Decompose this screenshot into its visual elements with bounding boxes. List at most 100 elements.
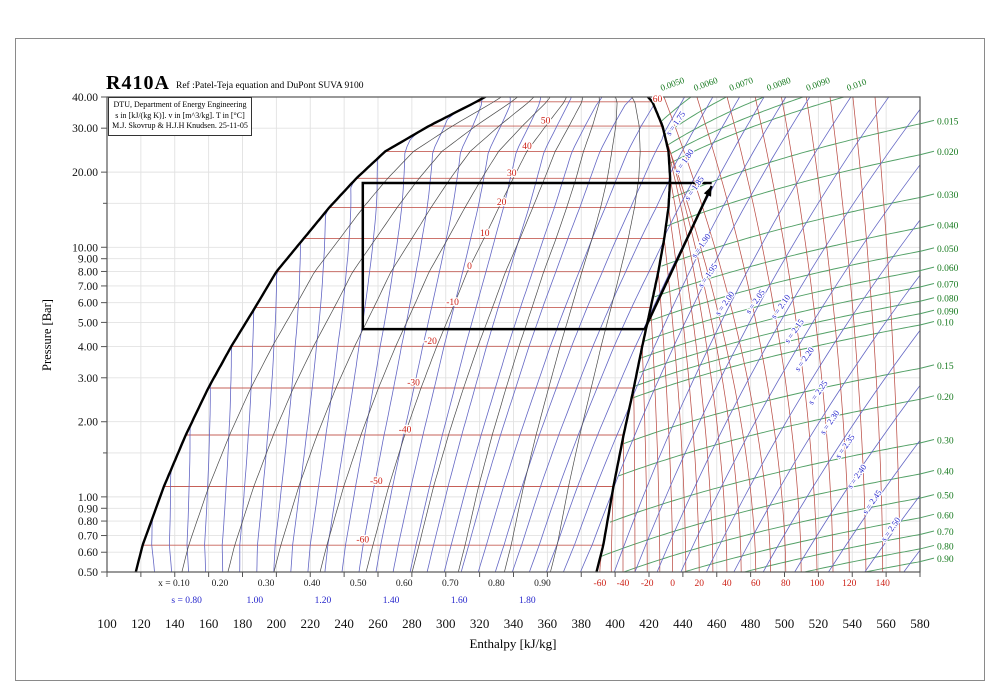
svg-text:0.60: 0.60	[396, 579, 413, 589]
svg-text:120: 120	[842, 579, 857, 589]
svg-text:40.00: 40.00	[72, 92, 98, 104]
svg-text:5.00: 5.00	[78, 317, 98, 329]
svg-text:40: 40	[522, 142, 532, 152]
svg-text:140: 140	[165, 616, 185, 631]
svg-text:1.00: 1.00	[246, 596, 263, 606]
svg-text:0.0060: 0.0060	[692, 75, 719, 93]
outer-border	[15, 38, 985, 681]
svg-text:560: 560	[876, 616, 896, 631]
svg-text:s = 1.95: s = 1.95	[696, 261, 720, 289]
svg-text:400: 400	[605, 616, 625, 631]
svg-text:420: 420	[639, 616, 659, 631]
svg-text:0.20: 0.20	[212, 579, 229, 589]
svg-text:-50: -50	[370, 477, 383, 487]
svg-text:-20: -20	[424, 337, 437, 347]
svg-text:220: 220	[301, 616, 321, 631]
svg-text:0.20: 0.20	[937, 393, 954, 403]
svg-text:0.80: 0.80	[937, 542, 954, 552]
svg-text:30.00: 30.00	[72, 123, 98, 135]
info-line-2: s in [kJ/(kg K)]. v in [m^3/kg]. T in [°…	[115, 110, 245, 120]
svg-text:7.00: 7.00	[78, 281, 98, 293]
svg-text:0.0070: 0.0070	[728, 75, 755, 93]
svg-text:0.050: 0.050	[937, 245, 959, 255]
info-line-1: DTU, Department of Energy Engineering	[113, 100, 247, 109]
svg-text:0.90: 0.90	[78, 503, 98, 515]
svg-text:0.80: 0.80	[78, 516, 98, 528]
svg-text:520: 520	[809, 616, 829, 631]
svg-text:240: 240	[334, 616, 354, 631]
chart-subtitle: Ref :Patel-Teja equation and DuPont SUVA…	[176, 81, 364, 91]
svg-text:s = 2.15: s = 2.15	[782, 317, 806, 345]
svg-text:0.0050: 0.0050	[659, 75, 686, 93]
svg-text:s = 1.85: s = 1.85	[682, 174, 706, 202]
svg-text:s = 2.20: s = 2.20	[792, 345, 816, 373]
svg-text:80: 80	[781, 579, 791, 589]
svg-text:20: 20	[694, 579, 704, 589]
svg-text:1.00: 1.00	[78, 492, 98, 504]
info-box: DTU, Department of Energy Engineering s …	[108, 97, 252, 136]
svg-text:0.040: 0.040	[937, 221, 959, 231]
svg-text:x = 0.10: x = 0.10	[158, 579, 190, 589]
svg-text:s = 2.30: s = 2.30	[818, 408, 842, 436]
svg-text:0.70: 0.70	[937, 528, 954, 538]
svg-text:9.00: 9.00	[78, 254, 98, 266]
svg-text:100: 100	[810, 579, 825, 589]
svg-text:10: 10	[480, 229, 490, 239]
svg-text:s = 0.80: s = 0.80	[171, 596, 202, 606]
svg-text:280: 280	[402, 616, 422, 631]
svg-text:2.00: 2.00	[78, 417, 98, 429]
svg-text:20.00: 20.00	[72, 167, 98, 179]
svg-text:460: 460	[707, 616, 727, 631]
svg-text:160: 160	[199, 616, 219, 631]
svg-text:30: 30	[507, 169, 517, 179]
svg-text:0: 0	[467, 262, 472, 272]
svg-text:0.0080: 0.0080	[765, 75, 792, 93]
y-axis-title: Pressure [Bar]	[40, 299, 54, 371]
svg-text:-30: -30	[407, 379, 420, 389]
svg-text:1.20: 1.20	[315, 596, 332, 606]
svg-text:0.50: 0.50	[937, 492, 954, 502]
svg-text:360: 360	[538, 616, 558, 631]
svg-text:340: 340	[504, 616, 524, 631]
svg-text:480: 480	[741, 616, 761, 631]
svg-text:40: 40	[722, 579, 732, 589]
svg-text:0.50: 0.50	[78, 567, 98, 579]
svg-text:0.60: 0.60	[78, 547, 98, 559]
svg-text:0.40: 0.40	[304, 579, 321, 589]
svg-text:8.00: 8.00	[78, 266, 98, 278]
svg-text:0.30: 0.30	[937, 436, 954, 446]
chart-title: R410A	[106, 72, 170, 94]
svg-text:60: 60	[751, 579, 761, 589]
svg-text:0.70: 0.70	[78, 531, 98, 543]
svg-text:0.90: 0.90	[534, 579, 551, 589]
svg-text:140: 140	[876, 579, 891, 589]
svg-text:0.030: 0.030	[937, 191, 959, 201]
svg-text:0.080: 0.080	[937, 295, 959, 305]
svg-text:0.30: 0.30	[258, 579, 275, 589]
svg-text:-60: -60	[356, 536, 369, 546]
svg-text:-20: -20	[641, 579, 654, 589]
svg-text:0.80: 0.80	[488, 579, 505, 589]
svg-text:6.00: 6.00	[78, 298, 98, 310]
svg-text:-40: -40	[399, 425, 412, 435]
svg-text:320: 320	[470, 616, 490, 631]
svg-text:0.15: 0.15	[937, 362, 954, 372]
svg-text:0.020: 0.020	[937, 148, 959, 158]
svg-text:1.40: 1.40	[383, 596, 400, 606]
svg-text:260: 260	[368, 616, 388, 631]
svg-text:50: 50	[541, 117, 551, 127]
svg-text:0.090: 0.090	[937, 307, 959, 317]
svg-text:0.015: 0.015	[937, 117, 959, 127]
svg-text:s = 2.45: s = 2.45	[860, 488, 884, 516]
svg-text:1.60: 1.60	[451, 596, 468, 606]
svg-text:0.40: 0.40	[937, 468, 954, 478]
svg-text:1.80: 1.80	[519, 596, 536, 606]
svg-text:580: 580	[910, 616, 930, 631]
svg-text:-10: -10	[446, 298, 459, 308]
svg-text:-40: -40	[617, 579, 630, 589]
x-axis-title: Enthalpy [kJ/kg]	[469, 636, 557, 651]
svg-text:200: 200	[267, 616, 287, 631]
svg-text:500: 500	[775, 616, 795, 631]
svg-text:180: 180	[233, 616, 253, 631]
